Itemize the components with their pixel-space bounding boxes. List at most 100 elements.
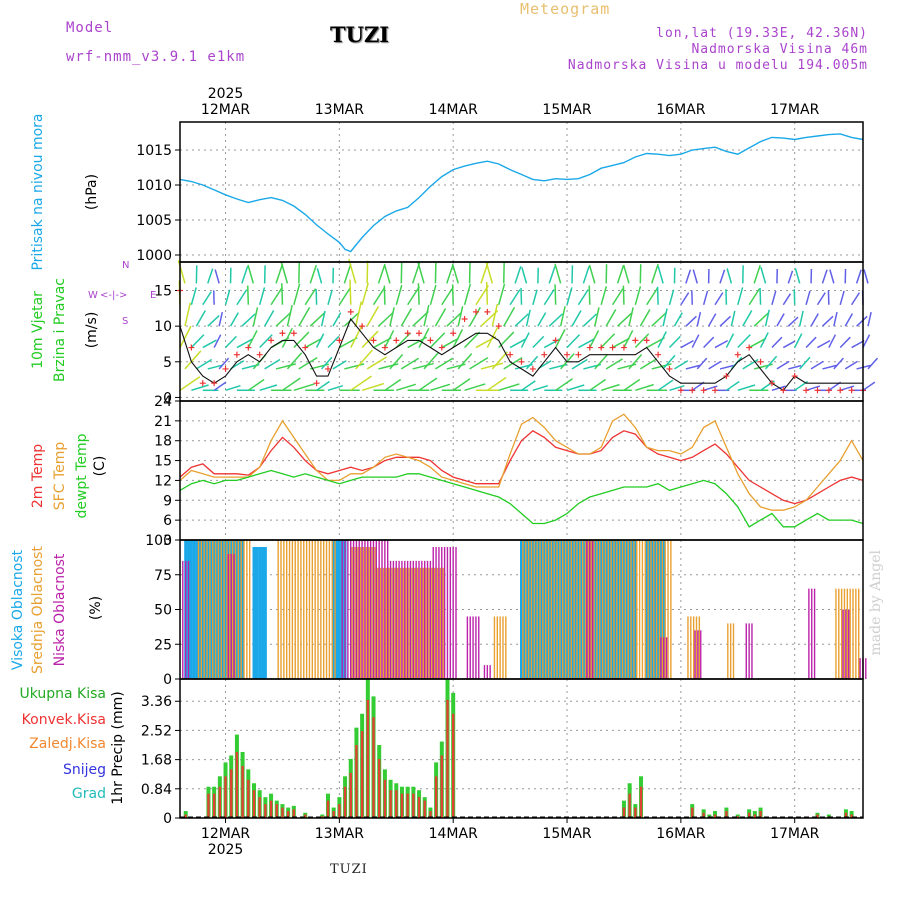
- wind-gust-marker: [575, 351, 582, 358]
- wind-arrow: [651, 311, 668, 327]
- wind-arrow: [429, 332, 446, 349]
- wind-gust-marker: [700, 387, 707, 394]
- precip-conv-bar: [286, 811, 290, 818]
- wind-arrow: [623, 378, 641, 391]
- mid-cloud-axis-title: Srednja Oblacnost: [30, 546, 46, 674]
- wind-arrow: [850, 292, 861, 306]
- legend-total-rain: Ukupna Kisa: [19, 686, 106, 702]
- wind-arrow: [349, 279, 352, 305]
- precip-conv-bar: [326, 800, 330, 818]
- wind-arrow: [622, 285, 625, 305]
- wind-arrow: [286, 304, 293, 327]
- y-tick-label: 2.52: [141, 723, 172, 739]
- compass-east-label: E: [150, 290, 156, 301]
- wind-arrow: [372, 287, 386, 306]
- wind-arrow: [771, 290, 777, 305]
- wind-arrow: [646, 287, 659, 306]
- wind-arrow: [383, 264, 391, 284]
- wind-arrow: [554, 284, 557, 305]
- wind-arrow: [714, 339, 729, 349]
- wind-arrow: [555, 378, 573, 391]
- wind-arrow: [828, 334, 837, 348]
- wind-arrow: [195, 358, 213, 370]
- wind-arrow: [304, 288, 317, 306]
- wind-arrow: [298, 356, 318, 370]
- low-cloud-axis-title: Niska Oblacnost: [52, 553, 68, 666]
- wind-arrow: [225, 384, 241, 392]
- wind-arrow: [685, 315, 697, 327]
- wind-arrow: [543, 289, 555, 306]
- wind-arrow: [457, 353, 473, 370]
- wind-arrow: [532, 289, 538, 305]
- wind-arrow: [532, 335, 545, 349]
- y-tick-label: 1010: [136, 178, 172, 194]
- precip-conv-bar: [338, 804, 341, 818]
- y-tick-label: 3.36: [141, 694, 172, 710]
- top-day-label: 14MAR: [429, 102, 478, 118]
- wind-arrow: [566, 384, 585, 392]
- wind-arrow: [366, 306, 380, 327]
- wind-arrow: [600, 286, 608, 305]
- wind-gust-marker: [427, 337, 434, 344]
- wind-arrow: [817, 339, 831, 349]
- precip-conv-bar: [366, 699, 370, 818]
- y-tick-label: 12: [154, 473, 172, 489]
- wind-gust-marker: [461, 316, 468, 323]
- wind-arrow: [726, 268, 733, 284]
- precip-conv-bar: [389, 790, 392, 818]
- wind-arrow: [617, 312, 633, 327]
- wind-arrow: [685, 364, 701, 370]
- wind-arrow: [452, 329, 464, 348]
- wind-gust-marker: [268, 337, 275, 344]
- precip-conv-bar: [412, 793, 415, 818]
- wind-gust-marker: [450, 330, 457, 337]
- wind-gust-marker: [416, 330, 423, 337]
- wind-arrow: [520, 332, 530, 348]
- y-tick-label: 21: [154, 414, 172, 430]
- wind-arrow: [816, 292, 826, 306]
- wind-arrow: [867, 311, 872, 327]
- wind-arrow: [509, 289, 521, 306]
- wind-arrow: [361, 282, 369, 305]
- wind-axis-subtitle: Brzina i Pravac: [52, 278, 68, 382]
- wind-arrow: [622, 264, 630, 284]
- y-tick-label: 15: [154, 454, 172, 470]
- wind-arrow: [246, 285, 250, 305]
- wind-gust-marker: [484, 308, 491, 315]
- wind-arrow: [639, 358, 658, 370]
- wind-arrow: [588, 264, 596, 284]
- precip-conv-bar: [212, 793, 216, 818]
- wind-arrow: [451, 263, 459, 284]
- temp-2m-line: [179, 430, 864, 505]
- wind-arrow: [350, 375, 372, 391]
- wind-arrow: [282, 377, 301, 391]
- wind-gust-marker: [370, 337, 377, 344]
- bottom-year-label: 2025: [208, 842, 244, 858]
- wind-arrow: [417, 262, 425, 284]
- wind-arrow: [571, 310, 582, 327]
- wind-arrow: [429, 284, 437, 305]
- wind-gust-marker: [324, 365, 331, 372]
- top-day-label: 12MAR: [201, 102, 250, 118]
- wind-arrow: [623, 330, 634, 348]
- pressure-unit-label: (hPa): [84, 174, 100, 210]
- precip-conv-bar: [446, 699, 449, 818]
- top-day-label: 15MAR: [542, 102, 591, 118]
- wind-arrow: [582, 313, 598, 327]
- wind-gust-marker: [313, 380, 320, 387]
- wind-arrow: [241, 313, 256, 327]
- wind-arrow: [673, 312, 683, 327]
- precip-conv-bar: [622, 807, 626, 818]
- y-tick-label: 10: [154, 319, 172, 335]
- bottom-day-label: 16MAR: [656, 826, 705, 842]
- precip-conv-bar: [691, 807, 694, 818]
- wind-arrow: [833, 311, 838, 327]
- wind-arrow: [771, 385, 786, 392]
- wind-arrow: [441, 288, 453, 306]
- bottom-day-label: 17MAR: [770, 826, 819, 842]
- wind-gust-marker: [381, 344, 388, 351]
- wind-arrow: [498, 383, 520, 392]
- wind-gust-marker: [359, 323, 366, 330]
- wind-arrow: [190, 287, 197, 305]
